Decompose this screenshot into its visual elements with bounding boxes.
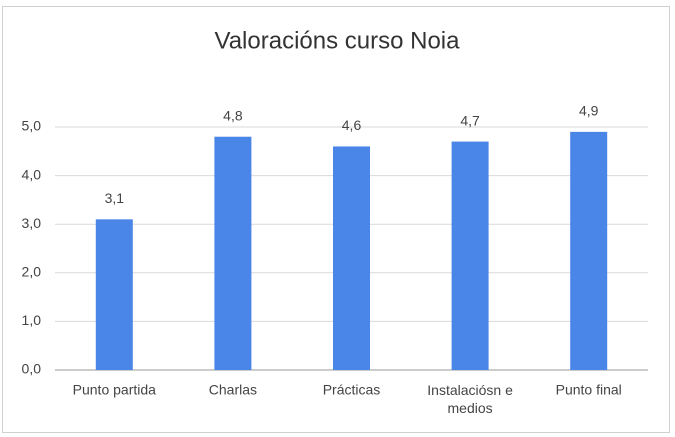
value-label: 4,6	[342, 117, 362, 133]
value-label: 4,9	[579, 103, 599, 119]
bar	[214, 136, 252, 370]
y-tick-label: 1,0	[22, 312, 42, 328]
x-tick-label: Punto partida	[73, 382, 156, 398]
bar	[95, 219, 133, 370]
chart-title: Valoracións curso Noia	[214, 27, 460, 54]
value-label: 4,7	[460, 112, 480, 128]
value-label: 3,1	[105, 190, 125, 206]
value-label: 4,8	[223, 107, 243, 123]
x-tick-label: Prácticas	[323, 382, 381, 398]
y-tick-label: 4,0	[22, 166, 42, 182]
y-tick-label: 5,0	[22, 118, 42, 134]
y-tick-label: 2,0	[22, 264, 42, 280]
bar	[451, 141, 489, 370]
x-tick-label: Instalaciósn e medios	[427, 382, 513, 416]
y-tick-label: 0,0	[22, 361, 42, 377]
bar	[570, 131, 608, 370]
x-tick-label: Charlas	[209, 382, 257, 398]
bar	[333, 146, 370, 370]
x-tick-label: Punto final	[556, 382, 622, 398]
y-tick-label: 3,0	[22, 215, 42, 231]
